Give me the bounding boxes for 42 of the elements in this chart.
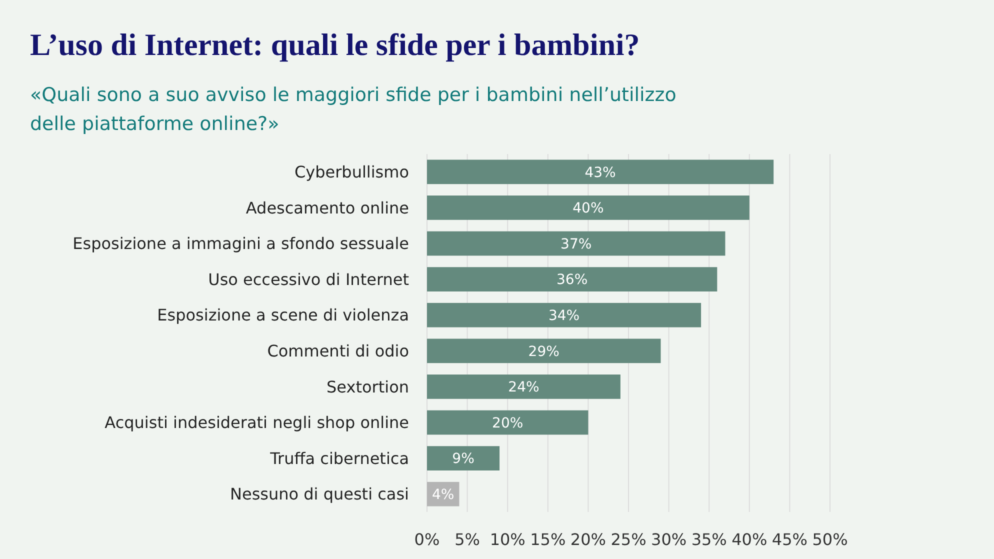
x-tick-label: 35% (691, 530, 727, 549)
bar (427, 410, 588, 435)
bar (427, 338, 661, 364)
x-tick-label: 5% (454, 530, 480, 549)
data-label: 24% (508, 380, 540, 396)
x-tick-label: 40% (732, 530, 768, 549)
x-tick-label: 15% (530, 530, 566, 549)
y-tick-label: Esposizione a immagini a sfondo sessuale (72, 234, 409, 254)
data-label: 43% (584, 164, 616, 181)
data-label: 4% (432, 487, 454, 503)
x-tick-label: 50% (812, 530, 848, 549)
bar (427, 302, 702, 328)
x-tick-label: 20% (570, 530, 606, 549)
x-tick-label: 25% (610, 530, 646, 549)
y-tick-label: Sextortion (326, 377, 409, 396)
data-label: 36% (556, 272, 588, 288)
data-label: 37% (560, 236, 592, 252)
bar (427, 196, 750, 220)
x-tick-label: 0% (414, 530, 440, 549)
data-label: 20% (492, 415, 524, 432)
chart-title: L’uso di Internet: quali le sfide per i bambini? (30, 27, 640, 62)
y-tick-label: Acquisti indesiderati negli shop online (104, 413, 409, 432)
chart-subtitle: «Quali sono a suo avviso le maggiori sfide per i bambini nell’utilizzo delle piattaforme online?» (30, 84, 676, 135)
x-tick-label: 10% (490, 530, 526, 549)
y-tick-label: Esposizione a scene di violenza (157, 306, 409, 325)
bar (427, 160, 774, 184)
y-tick-label: Truffa cibernetica (269, 448, 409, 468)
bar (427, 267, 718, 292)
y-tick-label: Adescamento online (246, 198, 409, 218)
bar (427, 374, 620, 399)
data-label: 40% (572, 200, 604, 217)
y-tick-label: Nessuno di questi casi (230, 484, 409, 504)
data-label: 34% (548, 308, 580, 324)
bar (427, 446, 500, 470)
y-tick-label: Cyberbullismo (294, 162, 409, 182)
data-label: 9% (452, 451, 474, 468)
data-label: 29% (528, 344, 560, 360)
y-tick-label: Commenti di odio (267, 342, 409, 360)
bar (427, 231, 726, 256)
x-tick-label: 30% (651, 530, 687, 549)
x-tick-label: 45% (772, 530, 808, 549)
y-tick-label: Uso eccessivo di Internet (208, 270, 409, 289)
